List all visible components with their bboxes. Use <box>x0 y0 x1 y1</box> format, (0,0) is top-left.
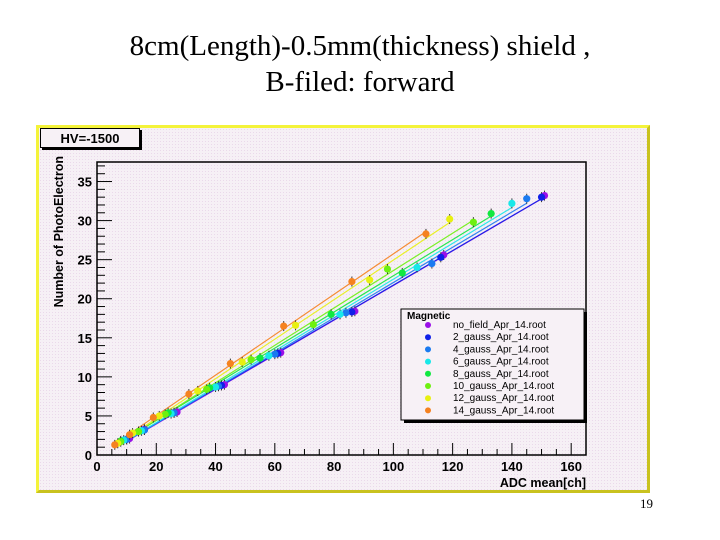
page-number: 19 <box>640 496 653 511</box>
fit-line-5 <box>120 219 474 444</box>
data-point <box>366 276 374 284</box>
legend-marker <box>425 395 431 402</box>
fit-line-2 <box>126 202 528 442</box>
legend-entry-label: 14_gauss_Apr_14.root <box>453 405 554 416</box>
data-point <box>428 259 436 268</box>
data-point <box>327 310 335 318</box>
data-point <box>309 320 317 329</box>
data-point <box>149 413 157 422</box>
x-tick-label: 0 <box>93 459 100 474</box>
y-tick-label: 30 <box>78 214 92 229</box>
legend-title: Magnetic <box>407 311 451 322</box>
y-tick-label: 20 <box>78 292 92 307</box>
legend-entry-label: 2_gauss_Apr_14.root <box>453 332 549 343</box>
slide-title-line-1: 8cm(Length)-0.5mm(thickness) shield , <box>129 30 591 62</box>
data-point <box>537 193 546 201</box>
fit-line-4 <box>120 215 492 443</box>
y-tick-label: 15 <box>78 331 92 346</box>
y-tick-label: 0 <box>85 448 92 463</box>
axes: 0 20 40 60 80 100 120 140 160 0 5 10 15 20 25 30 35 <box>78 165 587 474</box>
legend-entry-label: no_field_Apr_14.root <box>453 320 546 331</box>
data-point <box>469 218 477 226</box>
x-tick-label: 140 <box>501 459 523 474</box>
plot-frame <box>96 161 587 456</box>
y-axis-title: Number of PhotoElectron <box>52 156 66 307</box>
data-point <box>211 383 220 391</box>
data-point <box>161 410 169 418</box>
x-axis-title: ADC mean[ch] <box>500 476 586 490</box>
legend-marker <box>425 358 431 365</box>
data-point <box>185 390 193 398</box>
data-points <box>111 190 549 450</box>
data-point <box>203 385 211 393</box>
slide-title-line-2: B-filed: forward <box>265 66 455 98</box>
data-point <box>336 310 344 318</box>
data-point <box>422 230 430 238</box>
y-tick-label: 25 <box>78 253 92 268</box>
data-point <box>348 308 356 316</box>
plot-area <box>96 161 587 456</box>
legend-box <box>400 308 585 421</box>
data-point <box>413 263 421 272</box>
data-point <box>508 199 516 208</box>
y-tick-label: 10 <box>78 370 92 385</box>
x-tick-label: 40 <box>208 459 222 474</box>
hv-label-box: HV=-1500 <box>40 128 140 148</box>
fit-line-3 <box>123 206 513 443</box>
x-tick-label: 80 <box>327 459 341 474</box>
data-point <box>398 269 406 277</box>
data-point <box>437 253 445 261</box>
data-point <box>238 358 246 366</box>
fit-lines <box>114 196 545 445</box>
x-tick-label: 20 <box>149 459 163 474</box>
data-point <box>291 321 300 329</box>
legend-entry-label: 12_gauss_Apr_14.root <box>453 393 554 404</box>
data-point <box>194 387 202 395</box>
y-tick-label: 35 <box>78 175 92 190</box>
legend-entry-label: 10_gauss_Apr_14.root <box>453 381 554 392</box>
data-point <box>134 427 143 436</box>
data-point <box>487 209 495 218</box>
data-point <box>271 350 279 358</box>
y-tick-label: 5 <box>85 409 92 424</box>
legend-marker <box>425 346 431 353</box>
legend-entry-label: 8_gauss_Apr_14.root <box>453 369 549 380</box>
data-point <box>155 412 163 420</box>
data-point <box>256 354 264 362</box>
fit-line-7 <box>114 231 427 445</box>
data-point <box>348 277 356 286</box>
x-tick-label: 60 <box>268 459 282 474</box>
data-point <box>111 441 119 449</box>
slide-title: 8cm(Length)-0.5mm(thickness) shield , B-… <box>0 28 720 100</box>
legend-entry-label: 4_gauss_Apr_14.root <box>453 344 549 355</box>
legend-entry-label: 6_gauss_Apr_14.root <box>453 357 549 368</box>
legend: Magneticno_field_Apr_14.root2_gauss_Apr_… <box>400 308 587 423</box>
x-tick-label: 100 <box>383 459 405 474</box>
legend-marker <box>425 334 431 341</box>
data-point <box>226 359 234 368</box>
data-point <box>523 195 531 203</box>
data-point <box>247 356 255 364</box>
data-point <box>126 431 134 439</box>
data-point <box>446 215 454 223</box>
data-point <box>280 322 288 330</box>
data-point <box>383 265 392 273</box>
fit-line-6 <box>117 222 451 445</box>
legend-marker <box>425 407 431 414</box>
legend-marker <box>425 370 431 377</box>
x-tick-label: 120 <box>442 459 464 474</box>
legend-marker <box>425 383 431 389</box>
x-tick-label: 160 <box>560 459 582 474</box>
legend-marker <box>425 322 431 328</box>
data-point <box>265 352 273 360</box>
data-point <box>342 309 350 317</box>
